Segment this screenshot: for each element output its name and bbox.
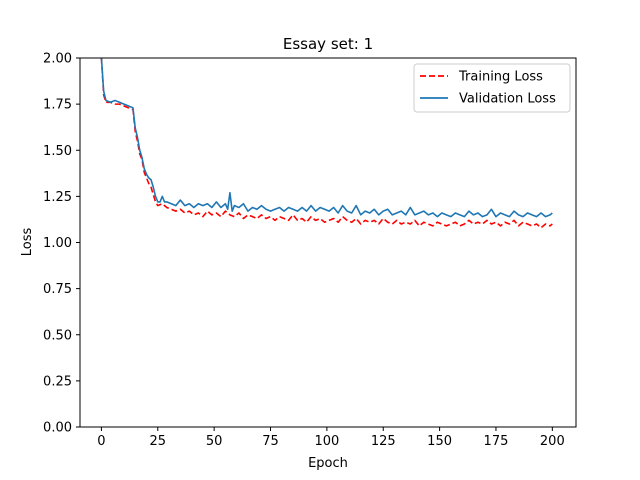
y-tick-label: 1.50 [43, 144, 72, 159]
x-tick-label: 125 [371, 434, 396, 449]
validation-loss-line [100, 58, 553, 218]
x-tick-label: 200 [540, 434, 565, 449]
y-tick-label: 0.00 [43, 421, 72, 436]
y-tick-label: 1.25 [43, 190, 72, 205]
x-tick-label: 50 [206, 434, 223, 449]
legend-label: Training Loss [458, 70, 543, 85]
x-tick-label: 0 [97, 434, 105, 449]
x-tick-label: 25 [150, 434, 167, 449]
y-tick-label: 1.75 [43, 98, 72, 113]
legend: Training Loss Validation Loss [413, 63, 571, 113]
x-axis-label: Epoch [308, 456, 348, 471]
x-tick-label: 175 [484, 434, 509, 449]
x-tick-label: 150 [427, 434, 452, 449]
chart-title: Essay set: 1 [283, 35, 373, 53]
legend-box [413, 63, 571, 113]
y-tick-label: 0.50 [43, 328, 72, 343]
y-tick-label: 2.00 [43, 52, 72, 67]
x-axis: 0 25 50 75 100 125 150 175 200 [97, 427, 565, 449]
x-tick-label: 100 [314, 434, 339, 449]
y-axis: 0.00 0.25 0.50 0.75 1.00 1.25 1.50 1.75 2.00 [43, 52, 80, 436]
y-axis-label: Loss [20, 228, 35, 257]
y-tick-label: 0.25 [43, 374, 72, 389]
legend-label: Validation Loss [459, 92, 556, 107]
training-loss-line [100, 58, 553, 229]
series-layer [100, 58, 553, 229]
y-tick-label: 1.00 [43, 236, 72, 251]
x-tick-label: 75 [262, 434, 279, 449]
y-tick-label: 0.75 [43, 282, 72, 297]
